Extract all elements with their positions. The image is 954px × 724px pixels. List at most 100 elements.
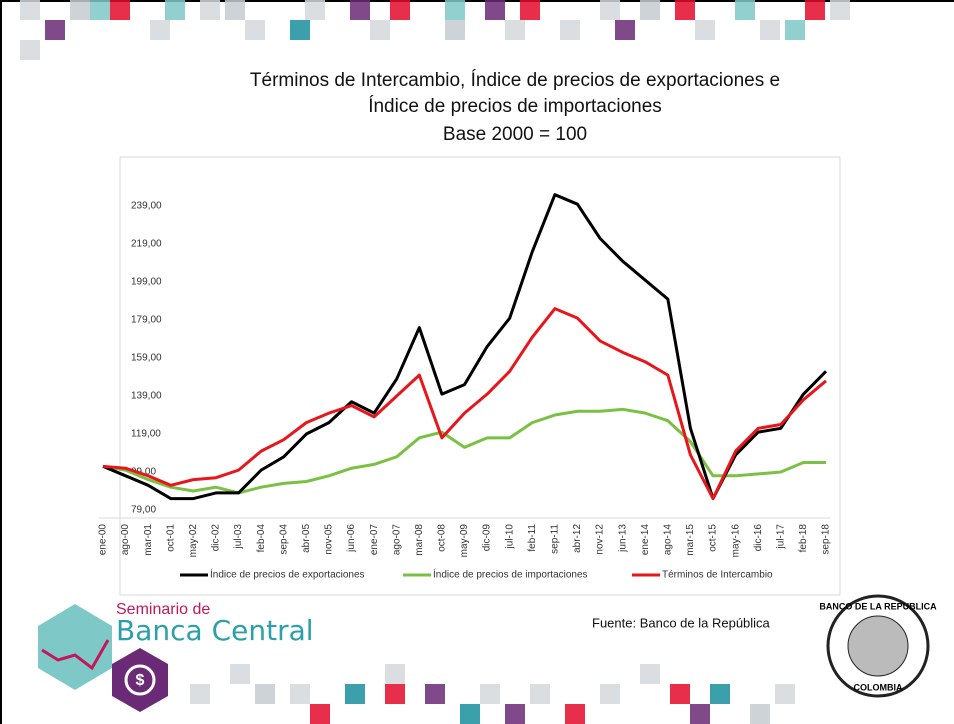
decor-square: [460, 704, 480, 724]
y-tick-label: 179,00: [131, 315, 162, 326]
logo-dollar: $: [136, 672, 145, 689]
x-tick-label: mar-15: [685, 524, 696, 556]
decor-square: [255, 684, 275, 704]
x-tick-label: nov-05: [324, 524, 335, 555]
decor-square: [805, 0, 825, 20]
decor-square: [695, 20, 715, 40]
decor-square: [505, 704, 525, 724]
decor-square: [785, 20, 805, 40]
series-line: [102, 193, 828, 501]
plot: 79,00 99,00 119,00 139,00 159,00 179,00 199,00…: [94, 193, 832, 581]
decor-square: [20, 0, 40, 20]
y-tick-label: 199,00: [131, 277, 162, 288]
decor-square: [520, 0, 540, 20]
y-tick-label: 239,00: [131, 201, 162, 212]
decor-square: [615, 20, 635, 40]
logo: $ Seminario de Banca Central: [38, 601, 314, 712]
decor-square: [290, 20, 310, 40]
legend-label: Términos de Intercambio: [662, 570, 773, 581]
decor-square: [245, 20, 265, 40]
decor-square: [830, 0, 850, 20]
x-tick-label: feb-04: [256, 524, 267, 553]
x-tick-label: abr-12: [572, 524, 583, 553]
decor-square: [390, 0, 410, 20]
x-tick-label: jul-10: [504, 524, 515, 550]
decor-square: [600, 0, 620, 20]
x-tick-label: ago-00: [120, 524, 131, 556]
source: Fuente: Banco de la República: [592, 615, 771, 630]
decor-square: [370, 20, 390, 40]
decor-square: [560, 20, 580, 40]
x-tick-label: sep-04: [278, 524, 289, 555]
logo-line: [41, 639, 110, 671]
decor-square: [230, 664, 250, 684]
y-tick-label: 219,00: [131, 239, 162, 250]
decor-square: [200, 0, 220, 20]
decor-square: [445, 0, 465, 20]
x-tick-label: nov-12: [595, 524, 606, 555]
x-tick-label: jul-03: [233, 524, 244, 550]
x-tick-label: mar-01: [143, 524, 154, 556]
seal: BANCO DE LA REPUBLICA COLOMBIA: [819, 594, 937, 698]
x-tick-label: may-09: [459, 524, 470, 558]
decor-square: [505, 20, 525, 40]
series-line: [102, 407, 826, 495]
decor-square: [530, 684, 550, 704]
y-tick-label: 159,00: [131, 353, 162, 364]
decor-square: [290, 684, 310, 704]
x-tick-label: jun-13: [617, 524, 628, 553]
decor-square: [150, 20, 170, 40]
decor-square: [45, 20, 65, 40]
decor-square: [485, 0, 505, 20]
x-tick-label: oct-15: [708, 524, 719, 552]
legend-label: Índice de precios de importaciones: [433, 568, 588, 581]
logo-hex: [38, 604, 112, 690]
x-tick-label: ene-00: [98, 524, 109, 556]
seal-bottom: COLOMBIA: [854, 682, 903, 692]
x-tick-label: may-02: [188, 524, 199, 558]
x-tick-label: mar-08: [414, 524, 425, 556]
decor-square: [775, 684, 795, 704]
decor-square: [760, 20, 780, 40]
decor-square: [735, 0, 755, 20]
decor-square: [710, 684, 730, 704]
chart-subtitle: Base 2000 = 100: [442, 124, 588, 145]
x-tick-label: jun-06: [346, 524, 357, 553]
decor-square: [675, 0, 695, 20]
y-tick-label: 79,00: [131, 505, 156, 516]
decor-square: [345, 684, 365, 704]
logo-line1: Seminario de: [116, 601, 210, 618]
chart-title: Términos de Intercambio, Índice de preci…: [249, 70, 781, 117]
decor-square: [565, 704, 585, 724]
chart-box: [119, 156, 841, 596]
y-tick-label: 99,00: [131, 467, 156, 478]
decor-square: [350, 0, 370, 20]
x-tick-label: sep-11: [550, 524, 561, 554]
decor-square: [165, 0, 185, 20]
x-tick-label: abr-05: [301, 524, 312, 553]
x-tick-label: dic-02: [211, 524, 222, 552]
decor-square: [385, 684, 405, 704]
decor-square: [20, 40, 40, 60]
series-line: [102, 307, 827, 501]
x-tick-label: ene-14: [640, 524, 651, 556]
x-tick-label: dic-09: [482, 524, 493, 552]
decor: [20, 0, 850, 724]
decor-square: [305, 0, 325, 20]
y-tick-label: 119,00: [131, 429, 161, 440]
decor-square: [110, 0, 130, 20]
seal-top: BANCO DE LA REPUBLICA: [819, 601, 937, 611]
decor-square: [90, 0, 110, 20]
x-tick-label: sep-18: [821, 524, 832, 555]
x-tick-label: ago-14: [662, 524, 673, 556]
decor-square: [690, 704, 710, 724]
decor-square: [190, 684, 210, 704]
logo-coin: [124, 664, 156, 696]
logo-hex2: [112, 648, 168, 712]
x-tick-label: feb-18: [798, 524, 809, 553]
decor-square: [640, 664, 660, 684]
x-tick-label: feb-11: [527, 524, 538, 552]
logo-line2: Banca Central: [116, 614, 314, 647]
decor-square: [425, 684, 445, 704]
